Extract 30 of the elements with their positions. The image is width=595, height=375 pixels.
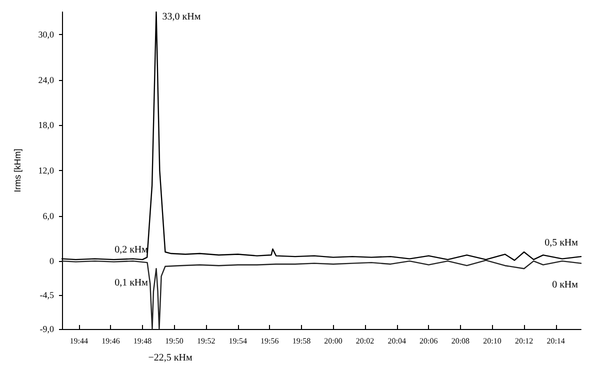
- y-tick-label: 18,0: [38, 120, 54, 130]
- x-tick-label: 19:48: [133, 336, 152, 346]
- x-tick-label: 20:12: [514, 336, 534, 346]
- x-tick-label: 19:52: [197, 336, 216, 346]
- x-tick-label: 19:56: [260, 336, 279, 346]
- x-tick-label: 20:10: [483, 336, 502, 346]
- x-tick-label: 20:06: [420, 336, 438, 346]
- y-tick-label: 6,0: [42, 210, 54, 221]
- x-tick-label: 20:04: [388, 336, 406, 346]
- annotation: 0,5 кНм: [544, 238, 579, 248]
- y-tick-label: -9,0: [40, 324, 54, 334]
- y-tick-label: 24,0: [38, 74, 54, 85]
- y-tick-label: 12,0: [38, 166, 54, 176]
- y-tick-label: -4,5: [40, 290, 54, 300]
- y-tick-label: 0: [50, 256, 54, 266]
- annotation: 33,0 кНм: [162, 12, 202, 22]
- y-axis-title: Irms [kHm]: [12, 148, 22, 192]
- x-tick-label: 20:14: [546, 336, 565, 346]
- x-tick-label: 19:46: [102, 336, 120, 346]
- annotation: 0,1 кНм: [114, 278, 149, 288]
- annotation: −22,5 кНм: [148, 352, 193, 364]
- y-tick-label: 30,0: [38, 30, 54, 40]
- x-tick-label: 19:58: [292, 336, 311, 346]
- annotation: 0 кНм: [552, 280, 579, 290]
- x-tick-label: 20:02: [356, 336, 374, 346]
- x-tick-label: 19:54: [228, 336, 248, 346]
- x-tick-label: 19:50: [165, 336, 184, 346]
- x-tick-label: 20:08: [451, 336, 470, 346]
- x-tick-label: 19:44: [70, 336, 88, 346]
- x-tick-label: 20:00: [324, 336, 342, 346]
